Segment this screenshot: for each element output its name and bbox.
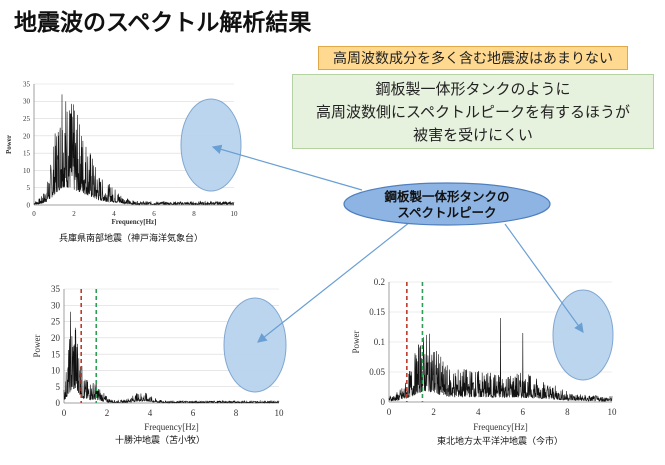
y-tick-label: 5 <box>56 382 61 392</box>
y-tick-label: 0 <box>56 398 61 408</box>
y-tick-label: 0.15 <box>369 307 385 317</box>
chart-caption: 東北地方太平洋沖地震（今市） <box>437 435 563 447</box>
x-tick-label: 2 <box>105 408 110 418</box>
y-axis-label: Power <box>5 135 13 154</box>
y-tick-label: 0 <box>381 397 386 407</box>
x-tick-label: 10 <box>275 408 285 418</box>
y-tick-label: 35 <box>23 80 31 88</box>
y-tick-label: 25 <box>51 317 61 327</box>
spectrum-series-line <box>33 94 235 206</box>
y-tick-label: 15 <box>51 349 61 359</box>
y-tick-label: 30 <box>23 98 31 106</box>
highlight-ellipse-2 <box>223 297 287 393</box>
note-line-1: 鋼板製一体形タンクのように <box>375 80 571 98</box>
callout-ellipse <box>343 182 551 226</box>
page-title: 地震波のスペクトル解析結果 <box>14 10 312 36</box>
y-tick-label: 15 <box>23 150 31 158</box>
callout-line-1: 鋼板製一体形タンクの <box>383 189 509 204</box>
y-tick-label: 0.2 <box>374 277 385 287</box>
x-tick-label: 4 <box>148 408 153 418</box>
chart-caption: 十勝沖地震（苫小牧） <box>115 434 205 446</box>
note-line-3: 被害を受けにくい <box>413 126 533 144</box>
x-tick-label: 4 <box>476 407 481 417</box>
note-high-frequency: 高周波数成分を多く含む地震波はあまりない <box>318 46 628 70</box>
y-tick-label: 35 <box>51 284 61 294</box>
note-line-2: 高周波数側にスペクトルピークを有するほうが <box>316 103 630 121</box>
spectrum-series-line <box>388 317 613 403</box>
y-tick-label: 20 <box>51 333 61 343</box>
highlight-ellipse-1 <box>180 98 242 192</box>
x-tick-label: 4 <box>112 210 116 218</box>
y-tick-label: 0.1 <box>374 337 385 347</box>
callout-line-2: スペクトルピーク <box>397 205 496 220</box>
x-tick-label: 8 <box>192 210 196 218</box>
x-tick-label: 10 <box>608 407 618 417</box>
note-conclusion: 鋼板製一体形タンクのように 高周波数側にスペクトルピークを有するほうが 被害を受… <box>292 74 654 149</box>
arrow-to-chart-3 <box>504 223 584 333</box>
spectrum-chart-3: 0 0.05 0.1 0.15 0.2 0 2 4 6 8 10 Frequency[Hz] Power… <box>351 277 617 447</box>
overlays-layer: 鋼板製一体形タンクの スペクトルピーク <box>180 98 614 393</box>
y-tick-label: 5 <box>27 184 31 192</box>
chart-caption: 兵庫県南部地震（神戸海洋気象台） <box>59 232 203 244</box>
x-tick-label: 8 <box>234 408 239 418</box>
x-tick-label: 2 <box>431 407 436 417</box>
y-axis-label: Power <box>351 331 361 354</box>
y-axis-label: Power <box>32 335 42 358</box>
y-tick-label: 10 <box>23 167 31 175</box>
y-tick-label: 10 <box>51 366 61 376</box>
x-tick-label: 0 <box>32 210 36 218</box>
x-tick-label: 10 <box>231 210 239 218</box>
y-tick-label: 25 <box>23 115 31 123</box>
spectrum-chart-2: 0 5 10 15 20 25 30 35 0 2 4 6 8 10 Frequency[Hz] Power 十… <box>32 284 284 446</box>
x-axis-label: Frequency[Hz] <box>112 218 157 226</box>
x-tick-label: 6 <box>191 408 196 418</box>
x-axis-label: Frequency[Hz] <box>473 422 527 432</box>
x-tick-label: 6 <box>521 407 526 417</box>
y-tick-label: 30 <box>51 300 61 310</box>
arrow-to-chart-1 <box>211 144 363 191</box>
x-tick-label: 0 <box>62 408 67 418</box>
spectrum-series-line <box>63 311 280 404</box>
y-tick-label: 0 <box>27 201 31 209</box>
x-tick-label: 2 <box>72 210 76 218</box>
y-tick-label: 0.05 <box>369 367 385 377</box>
y-tick-label: 20 <box>23 132 31 140</box>
x-tick-label: 6 <box>152 210 156 218</box>
x-axis-label: Frequency[Hz] <box>144 422 198 432</box>
arrow-to-chart-2 <box>257 221 411 343</box>
x-tick-label: 8 <box>565 407 570 417</box>
x-tick-label: 0 <box>387 407 392 417</box>
highlight-ellipse-3 <box>552 289 614 381</box>
